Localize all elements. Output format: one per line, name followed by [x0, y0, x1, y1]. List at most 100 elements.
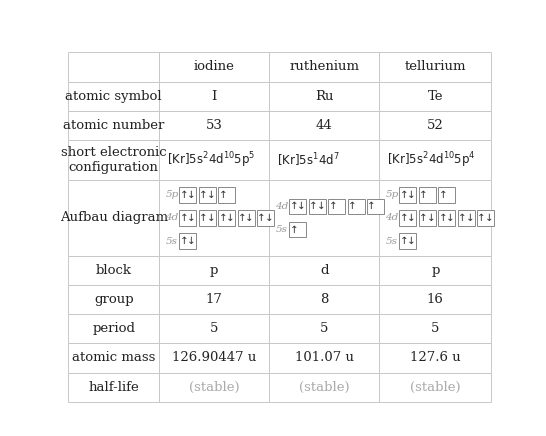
- Bar: [218, 187, 235, 203]
- Text: 5: 5: [431, 322, 440, 335]
- Text: ↓: ↓: [407, 236, 416, 246]
- Bar: [379, 373, 491, 402]
- Text: 16: 16: [427, 293, 444, 306]
- Text: 52: 52: [427, 119, 444, 132]
- Bar: [379, 344, 491, 373]
- Bar: [419, 187, 436, 203]
- Text: ↑: ↑: [348, 201, 357, 211]
- Text: 44: 44: [316, 119, 333, 132]
- Bar: [269, 180, 379, 256]
- Bar: [68, 52, 159, 82]
- Text: 5p: 5p: [165, 191, 179, 199]
- Bar: [257, 210, 274, 226]
- Text: ↓: ↓: [245, 213, 254, 223]
- Text: ↓: ↓: [187, 190, 196, 200]
- Text: Aufbau diagram: Aufbau diagram: [60, 211, 168, 225]
- Text: 5: 5: [320, 322, 329, 335]
- Bar: [309, 199, 326, 214]
- Text: ↓: ↓: [298, 201, 306, 211]
- Text: ↓: ↓: [485, 213, 494, 223]
- Text: short electronic
configuration: short electronic configuration: [61, 146, 167, 174]
- Text: ↑: ↑: [180, 236, 188, 246]
- Text: ↓: ↓: [206, 213, 216, 223]
- Text: ↑: ↑: [400, 213, 408, 223]
- Text: 4d: 4d: [165, 214, 179, 222]
- Text: atomic symbol: atomic symbol: [66, 90, 162, 102]
- Text: (stable): (stable): [299, 381, 349, 394]
- Bar: [379, 314, 491, 344]
- Text: Te: Te: [428, 90, 443, 102]
- Text: ↓: ↓: [407, 213, 416, 223]
- Bar: [269, 256, 379, 285]
- Bar: [379, 256, 491, 285]
- Text: ↓: ↓: [226, 213, 235, 223]
- Text: ↑: ↑: [218, 213, 227, 223]
- Text: ↑: ↑: [290, 225, 299, 235]
- Bar: [218, 210, 235, 226]
- Bar: [68, 256, 159, 285]
- Bar: [180, 210, 197, 226]
- Text: ↑: ↑: [309, 201, 318, 211]
- Text: p: p: [431, 264, 440, 277]
- Text: ↓: ↓: [465, 213, 474, 223]
- Text: ↑: ↑: [218, 190, 227, 200]
- Bar: [328, 199, 345, 214]
- Text: ↑: ↑: [419, 190, 428, 200]
- Bar: [379, 82, 491, 111]
- Bar: [438, 187, 455, 203]
- Bar: [269, 52, 379, 82]
- Text: $[\rm{Kr}]5s^14d^7$: $[\rm{Kr}]5s^14d^7$: [277, 151, 340, 169]
- Bar: [238, 210, 254, 226]
- Bar: [68, 373, 159, 402]
- Bar: [269, 285, 379, 314]
- Bar: [68, 111, 159, 140]
- Bar: [68, 140, 159, 180]
- Text: ↓: ↓: [407, 190, 416, 200]
- Text: block: block: [96, 264, 132, 277]
- Bar: [159, 111, 269, 140]
- Text: I: I: [211, 90, 217, 102]
- Text: ↑: ↑: [199, 213, 208, 223]
- Bar: [159, 314, 269, 344]
- Bar: [159, 180, 269, 256]
- Text: ↑: ↑: [458, 213, 467, 223]
- Text: ↓: ↓: [187, 236, 196, 246]
- Text: 4d: 4d: [275, 202, 289, 211]
- Text: ↑: ↑: [199, 190, 208, 200]
- Text: ↓: ↓: [187, 213, 196, 223]
- Text: ↓: ↓: [426, 213, 436, 223]
- Text: 8: 8: [320, 293, 329, 306]
- Bar: [400, 210, 417, 226]
- Bar: [400, 233, 417, 249]
- Bar: [159, 373, 269, 402]
- Bar: [458, 210, 474, 226]
- Text: 127.6 u: 127.6 u: [410, 351, 461, 364]
- Text: Ru: Ru: [315, 90, 334, 102]
- Text: (stable): (stable): [189, 381, 240, 394]
- Text: ↑: ↑: [329, 201, 337, 211]
- Bar: [180, 233, 197, 249]
- Text: atomic mass: atomic mass: [72, 351, 156, 364]
- Text: 126.90447 u: 126.90447 u: [172, 351, 257, 364]
- Text: group: group: [94, 293, 134, 306]
- Bar: [269, 111, 379, 140]
- Text: 5s: 5s: [165, 237, 177, 245]
- Text: 5s: 5s: [385, 237, 397, 245]
- Bar: [68, 344, 159, 373]
- Text: $[\rm{Kr}]5s^24d^{10}5p^5$: $[\rm{Kr}]5s^24d^{10}5p^5$: [167, 150, 256, 170]
- Bar: [438, 210, 455, 226]
- Bar: [419, 210, 436, 226]
- Bar: [199, 187, 216, 203]
- Text: ↑: ↑: [290, 201, 299, 211]
- Text: tellurium: tellurium: [405, 61, 466, 73]
- Text: 4d: 4d: [385, 214, 399, 222]
- Bar: [68, 82, 159, 111]
- Text: p: p: [210, 264, 218, 277]
- Text: 53: 53: [206, 119, 223, 132]
- Text: ↓: ↓: [206, 190, 216, 200]
- Text: half-life: half-life: [88, 381, 139, 394]
- Bar: [269, 344, 379, 373]
- Bar: [159, 140, 269, 180]
- Text: ↓: ↓: [265, 213, 274, 223]
- Text: 5p: 5p: [385, 191, 399, 199]
